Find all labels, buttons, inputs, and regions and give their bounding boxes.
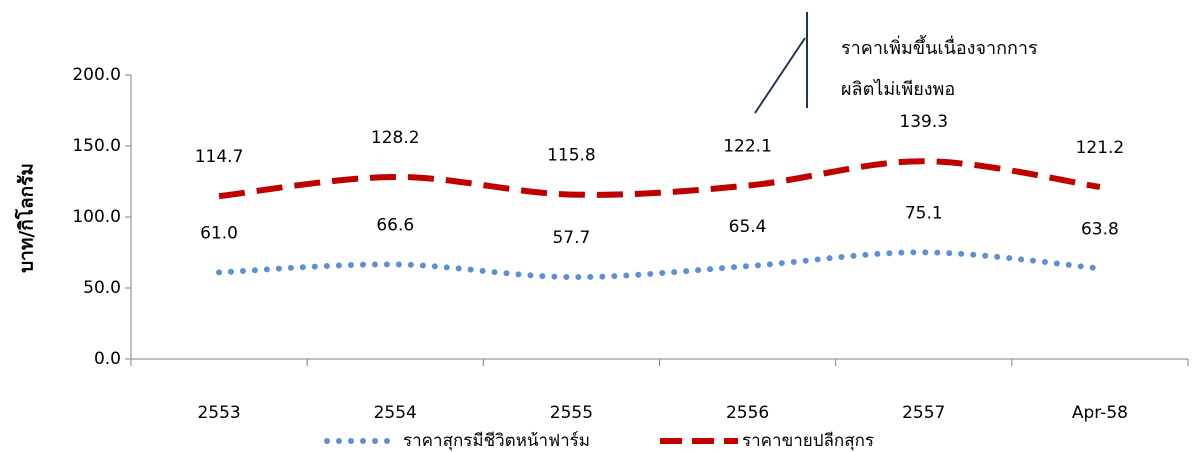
data-label: 75.1 <box>905 203 943 223</box>
y-tick-label: 200.0 <box>72 65 121 85</box>
data-label: 121.2 <box>1076 138 1125 158</box>
annotation-line-1: ราคาเพิ่มขึ้นเนื่องจากการ <box>841 35 1038 59</box>
data-label: 114.7 <box>195 147 244 167</box>
annotation-line-2: ผลิตไม่เพียงพอ <box>841 78 955 100</box>
x-tick-label: 2557 <box>902 403 945 423</box>
y-tick-label: 0.0 <box>94 349 121 369</box>
y-axis-title: บาท/กิโลกรัม <box>15 163 38 273</box>
data-label: 65.4 <box>729 217 767 237</box>
x-tick-label: 2555 <box>550 403 593 423</box>
series-line-2 <box>218 158 1101 200</box>
y-tick-label: 100.0 <box>72 207 121 227</box>
x-tick-label: 2554 <box>374 403 417 423</box>
legend-label-1: ราคาสุกรมีชีวิตหน้าฟาร์ม <box>403 431 590 451</box>
data-label: 57.7 <box>552 228 590 248</box>
x-tick-label: 2556 <box>726 403 769 423</box>
y-tick-label: 150.0 <box>72 136 121 156</box>
annotation-leader-line <box>754 37 806 114</box>
x-tick-label: 2553 <box>197 403 240 423</box>
data-label: 63.8 <box>1081 219 1119 239</box>
data-label: 61.0 <box>200 223 238 243</box>
data-label: 66.6 <box>376 215 414 235</box>
data-label: 122.1 <box>723 137 772 157</box>
data-label: 128.2 <box>371 128 420 148</box>
series-line-1 <box>216 249 1103 281</box>
data-label: 139.3 <box>899 112 948 132</box>
y-tick-label: 50.0 <box>83 278 121 298</box>
x-tick-label: Apr-58 <box>1072 403 1128 423</box>
legend-label-2: ราคาขายปลีกสุกร <box>742 431 874 451</box>
data-label: 115.8 <box>547 146 596 166</box>
